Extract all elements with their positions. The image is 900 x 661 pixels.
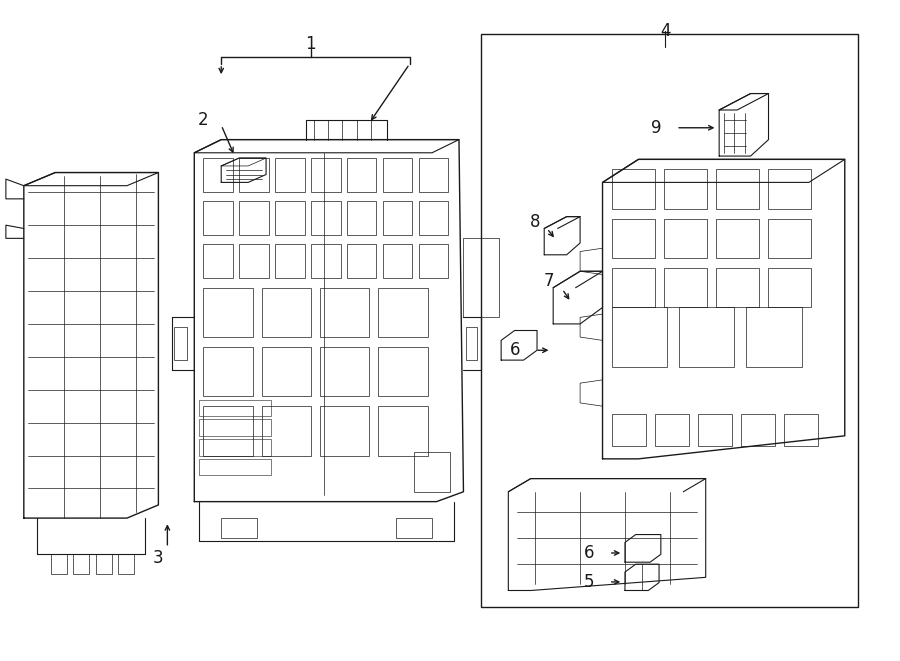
Bar [275, 244, 304, 278]
Bar [199, 439, 271, 455]
Bar [203, 347, 253, 397]
Bar [382, 158, 412, 192]
Bar [346, 244, 376, 278]
Text: 9: 9 [651, 119, 661, 137]
Bar [466, 327, 477, 360]
Bar [118, 555, 134, 574]
Bar [418, 244, 448, 278]
Text: 4: 4 [660, 22, 670, 40]
Bar [262, 288, 310, 337]
Bar [239, 158, 269, 192]
Bar [203, 407, 253, 455]
Bar [174, 327, 187, 360]
Bar [239, 201, 269, 235]
Bar [378, 407, 428, 455]
Bar [396, 518, 432, 538]
Bar [73, 555, 89, 574]
Bar [611, 169, 654, 209]
Bar [262, 347, 310, 397]
Bar [378, 288, 428, 337]
Bar [679, 307, 734, 367]
Bar [418, 201, 448, 235]
Bar [310, 201, 340, 235]
Text: 6: 6 [510, 341, 521, 359]
Bar [378, 347, 428, 397]
Bar [275, 201, 304, 235]
Bar [346, 201, 376, 235]
Text: 7: 7 [544, 272, 554, 290]
Bar [611, 414, 645, 446]
Bar [784, 414, 818, 446]
Bar [611, 219, 654, 258]
Bar [482, 34, 859, 607]
Text: 6: 6 [584, 544, 594, 562]
Text: 8: 8 [530, 213, 541, 231]
Bar [320, 347, 369, 397]
Bar [310, 244, 340, 278]
Bar [611, 307, 667, 367]
Bar [221, 518, 257, 538]
Bar [310, 158, 340, 192]
Bar [716, 169, 759, 209]
Bar [346, 158, 376, 192]
Bar [663, 169, 706, 209]
Bar [199, 459, 271, 475]
Bar [716, 268, 759, 307]
Bar [418, 158, 448, 192]
Bar [716, 219, 759, 258]
Bar [663, 268, 706, 307]
Bar [741, 414, 775, 446]
Bar [382, 244, 412, 278]
Bar [611, 268, 654, 307]
Bar [95, 555, 112, 574]
Bar [382, 201, 412, 235]
Bar [203, 201, 233, 235]
Bar [654, 414, 688, 446]
Bar [320, 288, 369, 337]
Bar [768, 219, 811, 258]
Bar [203, 244, 233, 278]
Bar [768, 268, 811, 307]
Text: 5: 5 [584, 573, 594, 591]
Bar [464, 239, 500, 317]
Bar [320, 407, 369, 455]
Text: 1: 1 [306, 35, 316, 53]
Bar [203, 158, 233, 192]
Bar [275, 158, 304, 192]
Bar [239, 244, 269, 278]
Bar [262, 407, 310, 455]
Bar [746, 307, 802, 367]
Bar [50, 555, 67, 574]
Bar [698, 414, 732, 446]
Text: 3: 3 [153, 549, 164, 566]
Bar [414, 452, 450, 492]
Text: 2: 2 [198, 111, 209, 129]
Bar [663, 219, 706, 258]
Bar [203, 288, 253, 337]
Bar [199, 419, 271, 436]
Bar [768, 169, 811, 209]
Bar [199, 400, 271, 416]
